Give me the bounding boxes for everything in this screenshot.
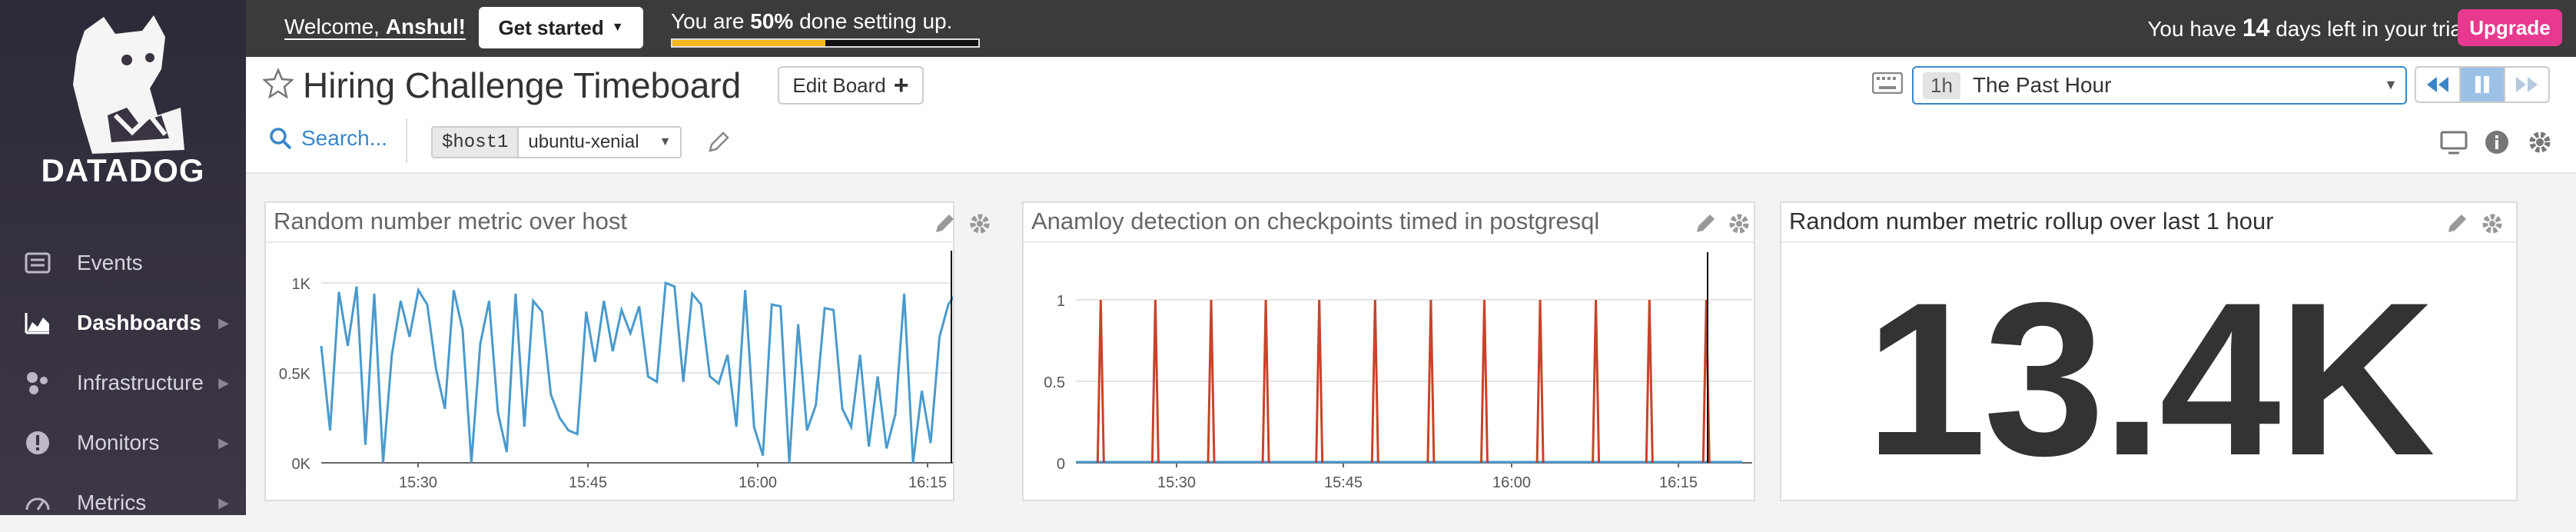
gear-icon[interactable] xyxy=(2479,211,2505,237)
pencil-icon[interactable] xyxy=(2444,211,2470,237)
plus-icon: + xyxy=(893,71,909,100)
dashboards-icon xyxy=(25,313,49,334)
widget-anomaly-detection[interactable]: Anamloy detection on checkpoints timed i… xyxy=(1022,201,1755,501)
pencil-icon[interactable] xyxy=(1692,211,1718,237)
time-back-button[interactable] xyxy=(2415,66,2461,103)
sidebar-item-events[interactable]: Events xyxy=(0,234,246,292)
y-tick-label: 0K xyxy=(292,456,311,473)
divider xyxy=(406,118,407,163)
page-title: Hiring Challenge Timeboard xyxy=(303,65,742,105)
x-tick-label: 15:30 xyxy=(399,474,437,491)
widget-title: Random number metric over host xyxy=(274,208,628,234)
infrastructure-icon xyxy=(27,372,48,394)
datadog-logo-icon[interactable] xyxy=(0,0,246,223)
anomaly-spike xyxy=(1645,299,1654,464)
metrics-icon xyxy=(25,497,50,510)
brand-name: DATADOG xyxy=(41,152,205,188)
tv-mode-icon[interactable] xyxy=(2439,128,2468,157)
anomaly-spike xyxy=(1207,299,1216,464)
upgrade-button[interactable]: Upgrade xyxy=(2458,9,2562,46)
y-tick-label: 0.5 xyxy=(1044,374,1065,391)
top-bar: Welcome, Anshul! Get started ▼ You are 5… xyxy=(246,0,2576,57)
anomaly-spike xyxy=(1592,299,1601,464)
setup-progress-fill xyxy=(672,40,825,46)
anomaly-spike xyxy=(1535,299,1545,464)
rewind-icon xyxy=(2427,77,2448,92)
sidebar-item-label: Events xyxy=(77,251,143,274)
caret-down-icon: ▼ xyxy=(611,21,624,34)
query-value: 13.4K xyxy=(1865,258,2435,501)
widget-rollup-value[interactable]: Random number metric rollup over last 1 … xyxy=(1780,201,2518,501)
timeframe-label: The Past Hour xyxy=(1972,73,2112,97)
edit-board-button[interactable]: Edit Board + xyxy=(778,66,924,105)
get-started-button[interactable]: Get started ▼ xyxy=(479,7,643,48)
dashboard-header: Hiring Challenge Timeboard Edit Board + … xyxy=(246,57,2576,174)
x-tick-label: 15:30 xyxy=(1157,474,1196,491)
events-icon xyxy=(25,252,51,274)
time-pause-button[interactable] xyxy=(2459,66,2505,103)
sidebar: DATADOG Events Dashboards ▶ Infrastructu… xyxy=(0,0,246,515)
y-tick-label: 0 xyxy=(1057,456,1065,473)
caret-down-icon: ▼ xyxy=(659,135,672,148)
widget-random-metric[interactable]: Random number metric over host 0K 0.5K 1K 1… xyxy=(264,201,990,501)
time-forward-button[interactable] xyxy=(2504,66,2550,103)
setup-progress-text: You are 50% done setting up. xyxy=(671,9,953,33)
y-tick-label: 1K xyxy=(292,276,311,293)
sidebar-item-label: Monitors xyxy=(77,431,160,454)
timeframe-selector[interactable]: 1h The Past Hour ▼ xyxy=(1912,66,2407,105)
anomaly-spike xyxy=(1426,299,1436,464)
x-tick-label: 16:15 xyxy=(908,474,947,491)
sidebar-item-monitors[interactable]: Monitors ▶ xyxy=(0,414,246,472)
search-button[interactable]: Search... xyxy=(269,126,387,151)
line-chart[interactable]: 0K 0.5K 1K 15:30 15:45 16:00 16:15 xyxy=(266,244,953,501)
anomaly-spike xyxy=(1480,299,1489,464)
template-variable-selector[interactable]: $host1 ubuntu-xenial ▼ xyxy=(431,126,682,158)
caret-down-icon: ▼ xyxy=(2384,77,2398,92)
x-tick-label: 16:00 xyxy=(739,474,777,491)
keyboard-icon[interactable] xyxy=(1872,72,1903,94)
sidebar-item-infrastructure[interactable]: Infrastructure ▶ xyxy=(0,354,246,412)
chevron-right-icon: ▶ xyxy=(218,314,229,331)
anomaly-spike xyxy=(1261,299,1270,464)
welcome-message[interactable]: Welcome, Anshul! xyxy=(284,15,466,40)
gear-icon[interactable] xyxy=(967,211,993,237)
sidebar-item-dashboards[interactable]: Dashboards ▶ xyxy=(0,294,246,352)
widget-title: Random number metric rollup over last 1 … xyxy=(1789,208,2274,234)
gear-icon[interactable] xyxy=(2525,128,2554,157)
anomaly-spike xyxy=(1096,299,1105,464)
info-icon[interactable] xyxy=(2482,128,2511,157)
y-tick-label: 1 xyxy=(1057,293,1065,310)
line-chart[interactable]: 0 0.5 1 15:30 15:45 16:00 16:15 xyxy=(1024,244,1754,501)
widget-title: Anamloy detection on checkpoints timed i… xyxy=(1031,208,1600,234)
chevron-right-icon: ▶ xyxy=(218,434,229,451)
sidebar-item-label: Infrastructure xyxy=(77,371,204,394)
setup-progress-bar xyxy=(671,38,980,48)
trial-notice: You have 14 days left in your trial. xyxy=(2147,14,2473,42)
x-tick-label: 16:00 xyxy=(1492,474,1531,491)
sidebar-item-metrics[interactable]: Metrics ▶ xyxy=(0,474,246,532)
sidebar-item-label: Metrics xyxy=(77,490,147,514)
monitors-icon xyxy=(26,431,49,454)
pencil-icon[interactable] xyxy=(705,129,732,155)
search-icon xyxy=(270,128,292,150)
pause-icon xyxy=(2475,76,2489,93)
x-tick-label: 15:45 xyxy=(569,474,607,491)
fast-forward-icon xyxy=(2516,77,2538,92)
gear-icon[interactable] xyxy=(1726,211,1752,237)
sidebar-item-label: Dashboards xyxy=(77,311,201,334)
chevron-right-icon: ▶ xyxy=(218,374,229,391)
template-variable-name: $host1 xyxy=(433,128,520,157)
y-tick-label: 0.5K xyxy=(279,366,311,383)
x-tick-label: 15:45 xyxy=(1324,474,1363,491)
series-line xyxy=(320,281,953,464)
chevron-right-icon: ▶ xyxy=(218,494,229,510)
x-tick-label: 16:15 xyxy=(1659,474,1698,491)
anomaly-spike xyxy=(1150,299,1160,464)
timeframe-short: 1h xyxy=(1923,71,1960,99)
anomaly-spike xyxy=(1370,299,1379,464)
pencil-icon[interactable] xyxy=(931,211,958,237)
star-icon[interactable] xyxy=(263,68,294,98)
anomaly-spike xyxy=(1315,299,1324,464)
template-variable-value[interactable]: ubuntu-xenial ▼ xyxy=(528,131,672,152)
